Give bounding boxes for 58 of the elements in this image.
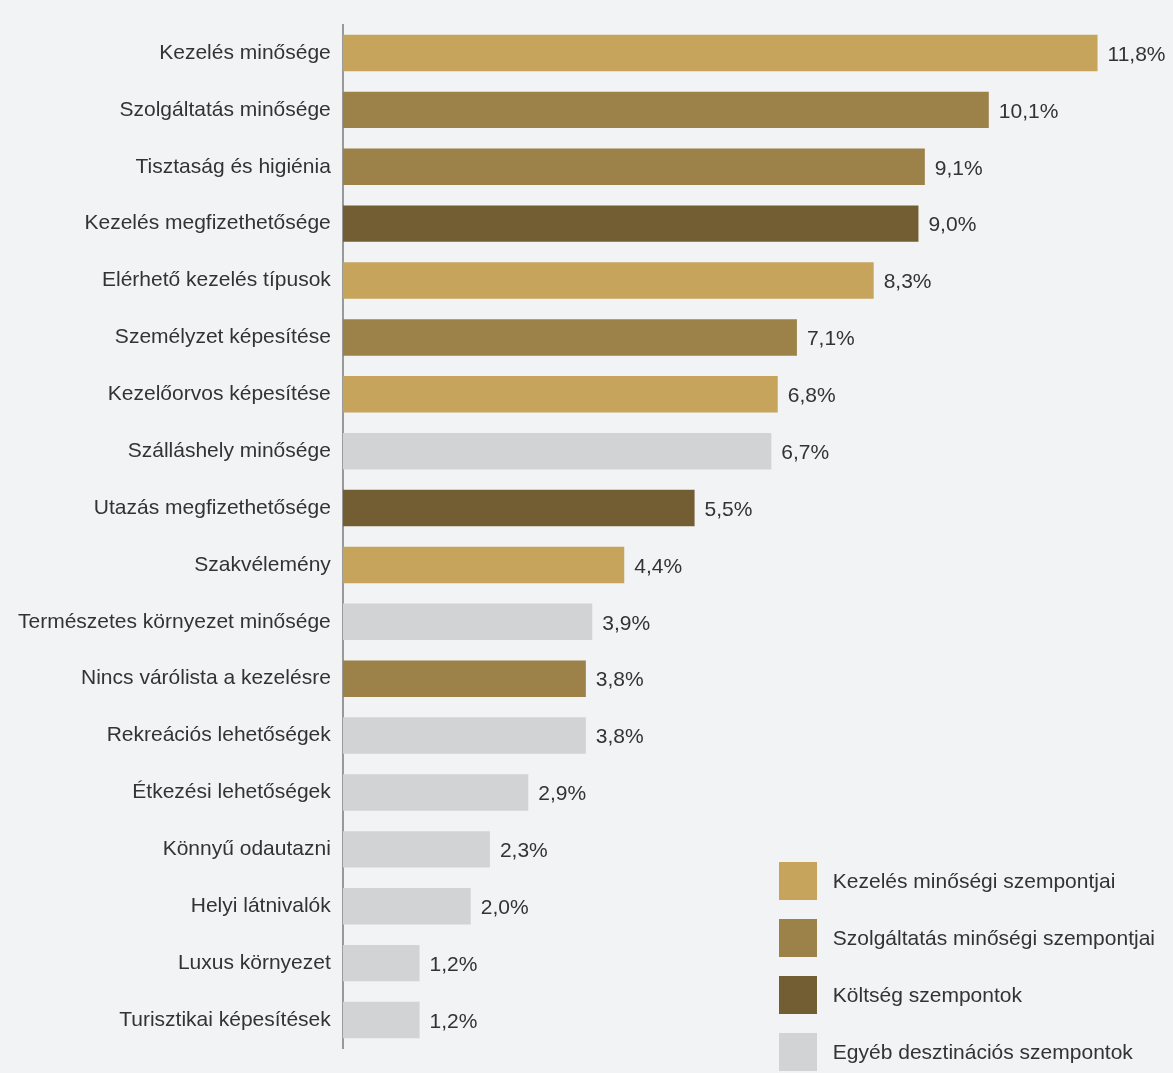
y-tick-label: Kezelés minősége bbox=[159, 39, 331, 63]
bar bbox=[342, 489, 695, 527]
bar bbox=[342, 546, 625, 584]
bar bbox=[342, 603, 593, 641]
y-tick-label: Tisztaság és higiénia bbox=[135, 153, 332, 177]
legend-label: Kezelés minőségi szempontjai bbox=[832, 869, 1116, 893]
data-label: 2,0% bbox=[480, 895, 529, 918]
y-tick-label: Luxus környezet bbox=[177, 949, 331, 973]
data-label: 10,1% bbox=[998, 98, 1059, 122]
y-tick-label: Kezelőorvos képesítése bbox=[107, 381, 331, 405]
y-tick-label: Szálláshely minősége bbox=[127, 437, 331, 461]
bar bbox=[342, 944, 420, 982]
y-tick-label: Helyi látnivalók bbox=[190, 893, 332, 916]
data-label: 9,1% bbox=[934, 155, 983, 179]
y-tick-label: Rekreációs lehetőségek bbox=[106, 722, 332, 746]
bar bbox=[342, 262, 874, 299]
y-tick-label: Nincs várólista a kezelésre bbox=[81, 665, 331, 689]
legend-label: Szolgáltatás minőségi szempontjai bbox=[832, 926, 1155, 950]
data-label: 6,7% bbox=[781, 439, 830, 463]
y-tick-label: Elérhető kezelés típusok bbox=[102, 267, 332, 291]
y-tick-label: Étkezési lehetőségek bbox=[132, 779, 332, 803]
bar bbox=[342, 319, 797, 356]
data-label: 9,0% bbox=[928, 212, 977, 236]
bar bbox=[342, 660, 586, 697]
bar bbox=[342, 432, 772, 470]
legend-label: Költség szempontok bbox=[832, 983, 1022, 1007]
data-label: 3,8% bbox=[595, 724, 644, 748]
legend-label: Egyéb desztinációs szempontok bbox=[832, 1040, 1133, 1064]
bar bbox=[342, 717, 586, 754]
y-tick-label: Természetes környezet minősége bbox=[17, 608, 331, 632]
y-tick-label: Könnyű odautazni bbox=[162, 836, 331, 860]
bar bbox=[342, 376, 778, 413]
data-label: 5,5% bbox=[704, 496, 753, 520]
y-tick-label: Utazás megfizethetősége bbox=[93, 494, 331, 518]
bar bbox=[342, 91, 989, 129]
y-tick-label: Kezelés megfizethetősége bbox=[84, 210, 331, 234]
data-label: 8,3% bbox=[883, 269, 932, 293]
y-tick-label: Szakvélemény bbox=[194, 551, 332, 575]
bar bbox=[342, 831, 490, 868]
bar bbox=[342, 34, 1098, 72]
data-label: 1,2% bbox=[429, 951, 478, 975]
data-label: 2,3% bbox=[499, 838, 548, 862]
y-tick-label: Turisztikai képesítések bbox=[119, 1006, 332, 1030]
data-label: 2,9% bbox=[538, 781, 587, 805]
bar bbox=[342, 205, 919, 242]
data-label: 7,1% bbox=[806, 326, 855, 350]
bar bbox=[342, 888, 471, 925]
y-tick-label: Szolgáltatás minősége bbox=[119, 96, 331, 120]
data-label: 1,2% bbox=[429, 1008, 478, 1032]
y-tick-label: Személyzet képesítése bbox=[114, 324, 331, 348]
data-label: 4,4% bbox=[634, 553, 683, 577]
bar bbox=[342, 774, 529, 811]
data-label: 3,9% bbox=[602, 610, 651, 634]
data-label: 11,8% bbox=[1107, 41, 1166, 65]
data-label: 6,8% bbox=[787, 383, 836, 407]
bar bbox=[342, 148, 925, 185]
data-label: 3,8% bbox=[595, 667, 644, 691]
bar bbox=[342, 1001, 420, 1039]
